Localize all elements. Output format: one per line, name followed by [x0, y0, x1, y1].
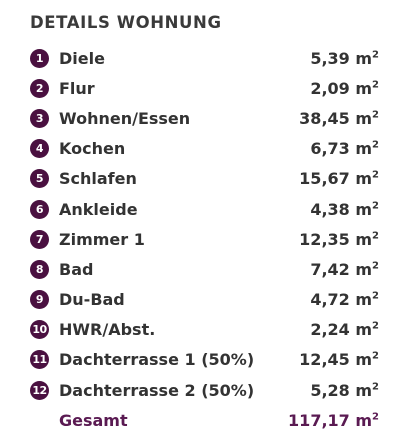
room-label: Wohnen/Essen — [59, 108, 191, 128]
room-list: 1 Diele 5,39 m2 2 Flur 2,09 m2 3 Wohnen/… — [30, 43, 379, 435]
room-number-badge: 8 — [30, 259, 49, 279]
room-row-1: 1 Diele 5,39 m2 — [30, 43, 379, 73]
section-title: DETAILS WOHNUNG — [30, 13, 222, 32]
room-number-badge: 10 — [30, 320, 49, 340]
room-area: 5,39 m2 — [310, 48, 379, 68]
room-row-3: 3 Wohnen/Essen 38,45 m2 — [30, 103, 379, 133]
room-number-badge: 12 — [30, 380, 49, 400]
room-row-12: 12 Dachterrasse 2 (50%) 5,28 m2 — [30, 375, 379, 405]
room-row-10: 10 HWR/Abst. 2,24 m2 — [30, 315, 379, 345]
room-row-4: 4 Kochen 6,73 m2 — [30, 134, 379, 164]
room-number-badge: 4 — [30, 139, 49, 159]
room-label: Flur — [59, 78, 95, 98]
room-row-6: 6 Ankleide 4,38 m2 — [30, 194, 379, 224]
room-area: 4,38 m2 — [310, 199, 379, 219]
room-label: Dachterrasse 1 (50%) — [59, 350, 255, 370]
room-area: 38,45 m2 — [299, 108, 379, 128]
room-number-badge: 1 — [30, 48, 49, 68]
total-label: Gesamt — [59, 410, 128, 430]
room-row-2: 2 Flur 2,09 m2 — [30, 73, 379, 103]
room-label: Bad — [59, 259, 94, 279]
room-number-badge: 3 — [30, 108, 49, 128]
room-area: 2,24 m2 — [310, 320, 379, 340]
room-label: Schlafen — [59, 169, 137, 189]
room-area: 7,42 m2 — [310, 259, 379, 279]
room-label: Zimmer 1 — [59, 229, 145, 249]
room-number-badge: 6 — [30, 199, 49, 219]
room-area: 15,67 m2 — [299, 169, 379, 189]
room-number-badge: 7 — [30, 229, 49, 249]
room-row-9: 9 Du-Bad 4,72 m2 — [30, 285, 379, 315]
room-row-5: 5 Schlafen 15,67 m2 — [30, 164, 379, 194]
room-label: Du-Bad — [59, 290, 125, 310]
room-area: 12,45 m2 — [299, 350, 379, 370]
room-label: Dachterrasse 2 (50%) — [59, 380, 255, 400]
room-area: 6,73 m2 — [310, 139, 379, 159]
room-number-badge: 9 — [30, 290, 49, 310]
room-number-badge: 11 — [30, 350, 49, 370]
room-label: Ankleide — [59, 199, 138, 219]
room-area: 4,72 m2 — [310, 290, 379, 310]
room-area: 12,35 m2 — [299, 229, 379, 249]
room-area: 2,09 m2 — [310, 78, 379, 98]
room-row-8: 8 Bad 7,42 m2 — [30, 254, 379, 284]
room-label: HWR/Abst. — [59, 320, 156, 340]
room-area: 5,28 m2 — [310, 380, 379, 400]
room-number-badge: 2 — [30, 78, 49, 98]
room-row-7: 7 Zimmer 1 12,35 m2 — [30, 224, 379, 254]
room-label: Kochen — [59, 139, 126, 159]
room-label: Diele — [59, 48, 105, 68]
total-row: Gesamt 117,17 m2 — [30, 405, 379, 435]
room-row-11: 11 Dachterrasse 1 (50%) 12,45 m2 — [30, 345, 379, 375]
total-area: 117,17 m2 — [288, 410, 379, 430]
room-number-badge: 5 — [30, 169, 49, 189]
